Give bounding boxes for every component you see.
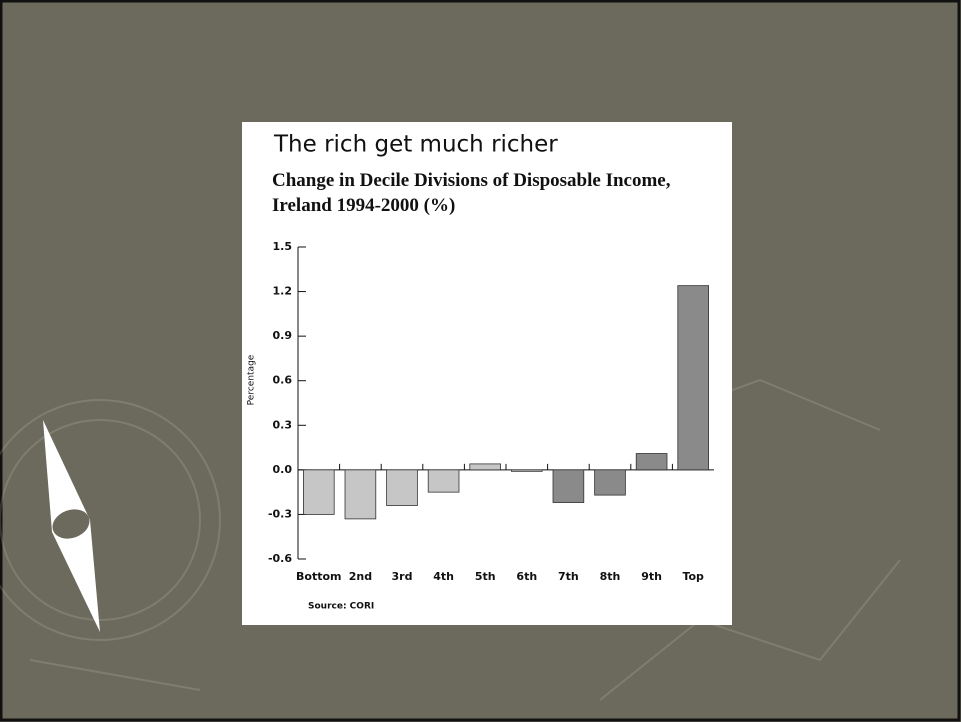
- y-tick-label: -0.6: [268, 552, 292, 565]
- bar: [303, 469, 335, 515]
- x-tick-label: 3rd: [392, 570, 413, 583]
- x-tick-label: 8th: [600, 570, 621, 583]
- bar: [635, 453, 668, 471]
- y-tick-label: 0.6: [273, 374, 293, 387]
- x-tick-label: 9th: [641, 570, 662, 583]
- x-tick-label: Bottom: [296, 570, 341, 583]
- x-tick-label: 6th: [516, 570, 537, 583]
- y-tick-label: 0.3: [273, 418, 293, 431]
- bar: [344, 469, 377, 520]
- bar: [427, 469, 460, 493]
- y-tick-label: -0.3: [268, 507, 292, 520]
- x-tick-label: 5th: [475, 570, 496, 583]
- source-note: Source: CORI: [308, 602, 374, 612]
- y-tick-label: 0.9: [273, 329, 293, 342]
- y-tick-label: 0.0: [273, 463, 293, 476]
- x-tick-label: Top: [682, 570, 704, 583]
- y-tick-label: 1.2: [273, 285, 293, 298]
- bar: [386, 469, 418, 506]
- chart-subtitle: Change in Decile Divisions of Disposable…: [272, 170, 671, 216]
- chart-title: The rich get much richer: [273, 132, 558, 158]
- y-axis-label: Percentage: [247, 354, 257, 405]
- bar: [552, 469, 585, 503]
- bar: [677, 285, 709, 471]
- x-tick-label: 2nd: [349, 570, 372, 583]
- compass-hub: [52, 509, 90, 539]
- bar: [469, 463, 501, 471]
- chart-subtitle-box: Change in Decile Divisions of Disposable…: [272, 170, 671, 216]
- chart-panel: [242, 122, 732, 625]
- bar: [594, 469, 626, 496]
- y-tick-label: 1.5: [273, 240, 293, 253]
- x-tick-label: 4th: [433, 570, 454, 583]
- bar: [511, 469, 543, 472]
- x-tick-label: 7th: [558, 570, 579, 583]
